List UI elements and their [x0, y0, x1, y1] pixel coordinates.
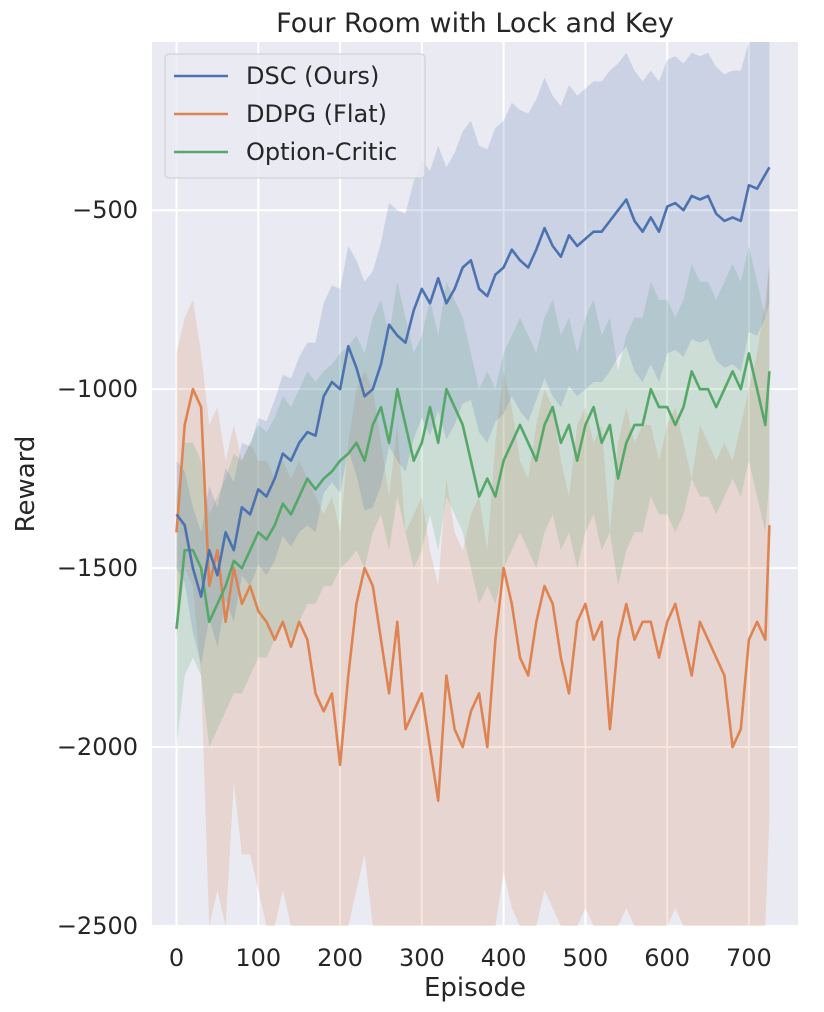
y-tick-label: −1000 — [57, 375, 138, 403]
y-tick-label: −1500 — [57, 554, 138, 582]
chart-title: Four Room with Lock and Key — [276, 8, 674, 39]
x-tick-label: 100 — [235, 944, 281, 972]
x-tick-label: 200 — [317, 944, 363, 972]
y-tick-label: −2000 — [57, 733, 138, 761]
legend-label-dsc: DSC (Ours) — [246, 62, 379, 90]
x-tick-label: 500 — [562, 944, 608, 972]
legend-label-option-critic: Option-Critic — [246, 138, 397, 166]
legend-box — [164, 53, 426, 179]
y-axis-label: Reward — [11, 436, 41, 533]
line-option-critic — [175, 352, 771, 630]
x-tick-label: 400 — [481, 944, 527, 972]
line-ddpg-flat- — [175, 387, 771, 803]
band-option-critic — [176, 246, 770, 748]
y-tick-labels: −2500 −2000 −1500 −1000 −500 — [57, 196, 138, 940]
band-ddpg-flat- — [176, 263, 770, 926]
line-dsc-ours- — [175, 166, 771, 599]
x-axis-label: Episode — [424, 973, 526, 1003]
series-lines — [175, 166, 771, 803]
y-tick-label: −500 — [72, 196, 138, 224]
x-tick-label: 300 — [399, 944, 445, 972]
band-dsc-ours- — [176, 42, 770, 665]
x-tick-label: 700 — [726, 944, 772, 972]
x-tick-label: 600 — [644, 944, 690, 972]
y-tick-label: −2500 — [57, 912, 138, 940]
confidence-bands — [176, 42, 770, 926]
x-tick-labels: 0 100 200 300 400 500 600 700 — [169, 944, 772, 972]
legend-label-ddpg: DDPG (Flat) — [246, 100, 387, 128]
x-tick-label: 0 — [169, 944, 184, 972]
legend: DSC (Ours) DDPG (Flat) Option-Critic — [164, 53, 426, 179]
